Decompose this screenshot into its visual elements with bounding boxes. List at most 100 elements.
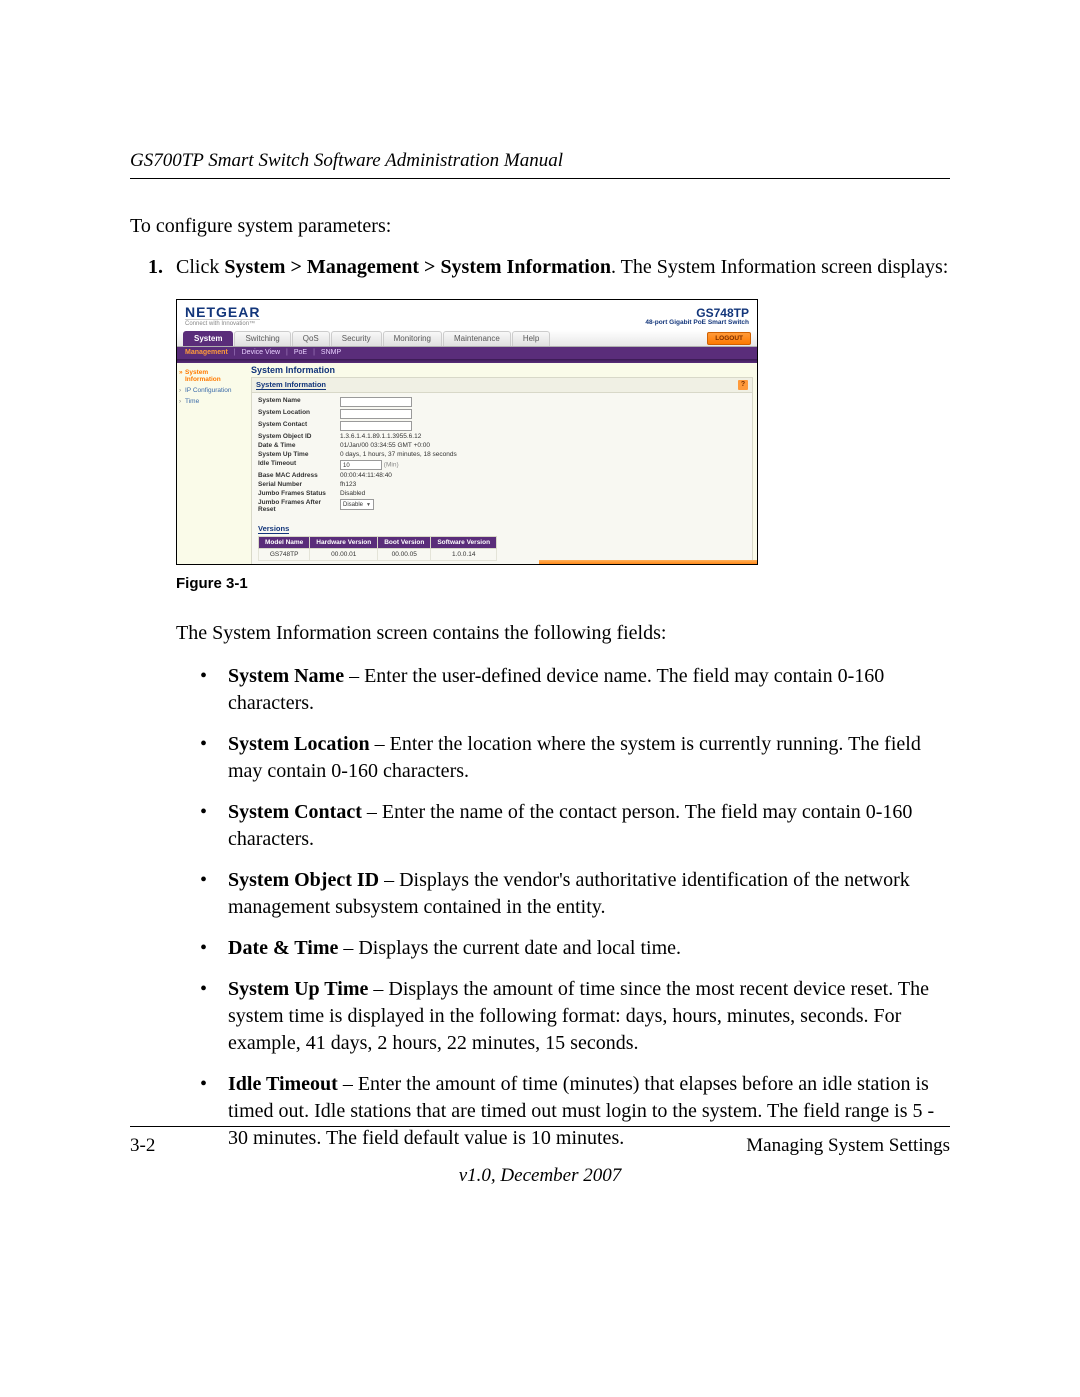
versions-header: Software Version [431,537,497,549]
unit-label: (Min) [382,462,399,469]
form-label: Jumbo Frames Status [258,490,340,497]
form-value: Disabled [340,490,746,497]
field-name: System Name [228,665,344,687]
versions-cell: 00.00.01 [310,549,378,561]
step-suffix: . The System Information screen displays… [611,256,948,278]
product-model: GS748TP [645,307,749,319]
form-label: System Contact [258,421,340,431]
page-footer: 3-2 Managing System Settings [130,1126,950,1157]
field-name: Idle Timeout [228,1073,338,1095]
help-icon[interactable]: ? [738,380,748,390]
product-subtitle: 48-port Gigabit PoE Smart Switch [645,319,749,326]
screenshot-header: NETGEAR Connect with Innovation™ GS748TP… [177,300,757,330]
field-name: System Up Time [228,978,368,1000]
form-value: 01/Jan/00 03:34:55 GMT +0:00 [340,442,746,449]
field-item: System Location – Enter the location whe… [200,731,950,785]
doc-header: GS700TP Smart Switch Software Administra… [130,150,950,179]
sidebar-item-ip-configuration[interactable]: IP Configuration [180,385,244,396]
form-grid: System Name System Location System Contact… [252,393,752,519]
content-area: System Information System Information ? … [247,363,757,564]
footer-section: Managing System Settings [746,1135,950,1157]
subtab-poe[interactable]: PoE [294,349,307,357]
screenshot-figure: NETGEAR Connect with Innovation™ GS748TP… [176,299,758,565]
versions-header: Hardware Version [310,537,378,549]
form-value [340,409,746,419]
form-label: Jumbo Frames After Reset [258,499,340,513]
form-value [340,421,746,431]
versions-cell: 1.0.0.14 [431,549,497,561]
form-value [340,397,746,407]
panel-head: System Information ? [252,378,752,393]
versions-cell: GS748TP [259,549,310,561]
intro-text: To configure system parameters: [130,213,950,240]
subtab-management[interactable]: Management [185,349,228,357]
versions-header: Model Name [259,537,310,549]
jumbo-frames-select[interactable]: Disable [340,499,374,510]
form-label: Serial Number [258,481,340,488]
field-item: System Name – Enter the user-defined dev… [200,663,950,717]
field-item: Date & Time – Displays the current date … [200,935,950,962]
form-label: System Object ID [258,433,340,440]
field-name: System Contact [228,801,362,823]
field-name: System Object ID [228,869,379,891]
tab-security[interactable]: Security [331,331,382,346]
subtab-separator: | [286,349,288,357]
text-input[interactable] [340,421,412,431]
form-value: fh123 [340,481,746,488]
tab-switching[interactable]: Switching [234,331,290,346]
fields-list: System Name – Enter the user-defined dev… [200,663,950,1152]
tab-maintenance[interactable]: Maintenance [443,331,511,346]
step-content: Click System > Management > System Infor… [176,254,948,281]
text-input[interactable] [340,409,412,419]
sidebar: System InformationIP ConfigurationTime [177,363,247,564]
versions-header: Boot Version [378,537,431,549]
text-input[interactable] [340,397,412,407]
form-value: 1.3.6.1.4.1.89.1.1.3955.6.12 [340,433,746,440]
figure-caption: Figure 3-1 [176,575,950,592]
logout-button[interactable]: LOGOUT [707,332,751,345]
doc-version: v1.0, December 2007 [0,1165,1080,1187]
panel-head-title: System Information [256,380,326,390]
form-label: Base MAC Address [258,472,340,479]
form-label: System Location [258,409,340,419]
field-item: System Contact – Enter the name of the c… [200,799,950,853]
versions-cell: 00.00.05 [378,549,431,561]
sidebar-item-system-information[interactable]: System Information [180,367,244,385]
field-item: System Object ID – Displays the vendor's… [200,867,950,921]
field-item: System Up Time – Displays the amount of … [200,976,950,1057]
orange-bottom-bar [539,560,757,564]
field-name: System Location [228,733,370,755]
product-block: GS748TP 48-port Gigabit PoE Smart Switch [645,307,749,326]
footer-page-number: 3-2 [130,1135,155,1157]
workspace: System InformationIP ConfigurationTime S… [177,363,757,564]
step-prefix: Click [176,256,224,278]
subtab-separator: | [234,349,236,357]
versions-table: Model NameHardware VersionBoot VersionSo… [258,536,497,561]
versions-title: Versions [258,524,289,534]
sidebar-item-time[interactable]: Time [180,396,244,407]
form-value: Disable [340,499,746,513]
form-label: Idle Timeout [258,460,340,470]
subtab-device-view[interactable]: Device View [242,349,280,357]
tab-qos[interactable]: QoS [292,331,330,346]
netgear-logo: NETGEAR [185,305,260,319]
sub-tabs: Management | Device View | PoE | SNMP [177,347,757,359]
tab-help[interactable]: Help [512,331,550,346]
tab-system[interactable]: System [183,331,233,346]
form-label: System Up Time [258,451,340,458]
tab-monitoring[interactable]: Monitoring [383,331,442,346]
fields-intro: The System Information screen contains t… [176,620,950,647]
system-info-panel: System Information ? System Name System L… [251,377,753,565]
form-label: System Name [258,397,340,407]
form-value: 0 days, 1 hours, 37 minutes, 18 seconds [340,451,746,458]
logo-tagline: Connect with Innovation™ [185,319,260,327]
main-tabs: SystemSwitchingQoSSecurityMonitoringMain… [177,330,757,347]
subtab-snmp[interactable]: SNMP [321,349,341,357]
form-value: 00:00:44:11:48:40 [340,472,746,479]
idle-timeout-input[interactable]: 10 [340,460,382,470]
step-bold: System > Management > System Information [224,256,611,278]
panel-title: System Information [251,365,753,375]
form-label: Date & Time [258,442,340,449]
logo-block: NETGEAR Connect with Innovation™ [185,305,260,327]
subtab-separator: | [313,349,315,357]
